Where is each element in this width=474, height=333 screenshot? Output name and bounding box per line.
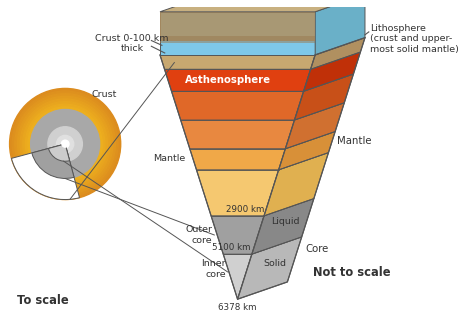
Circle shape [48, 127, 82, 161]
Polygon shape [223, 254, 252, 299]
Polygon shape [211, 216, 264, 254]
Circle shape [61, 140, 69, 148]
Text: To scale: To scale [17, 294, 69, 307]
Circle shape [15, 94, 116, 194]
Polygon shape [197, 170, 279, 216]
Circle shape [31, 110, 100, 178]
Text: Solid: Solid [263, 259, 286, 268]
Text: Asthenosphere: Asthenosphere [185, 75, 271, 85]
Text: Crust 0-100 km
thick: Crust 0-100 km thick [95, 34, 169, 53]
Polygon shape [294, 74, 354, 120]
Text: Crust: Crust [92, 90, 118, 99]
Text: 5100 km: 5100 km [211, 243, 250, 252]
Wedge shape [48, 144, 70, 161]
Circle shape [26, 104, 105, 184]
Circle shape [23, 102, 108, 186]
Polygon shape [310, 38, 365, 69]
Circle shape [12, 91, 118, 197]
Wedge shape [11, 144, 80, 199]
Text: Lithosphere
(crust and upper-
most solid mantle): Lithosphere (crust and upper- most solid… [370, 24, 459, 54]
Text: Liquid: Liquid [272, 217, 300, 226]
Circle shape [28, 107, 102, 181]
Polygon shape [315, 0, 365, 55]
Text: Core: Core [305, 244, 328, 254]
Polygon shape [190, 149, 285, 170]
Polygon shape [160, 12, 315, 41]
Polygon shape [181, 120, 294, 149]
Text: Inner
core: Inner core [201, 259, 226, 279]
Text: Not to scale: Not to scale [312, 266, 390, 279]
Circle shape [9, 89, 121, 199]
Text: 2900 km: 2900 km [226, 205, 264, 214]
Polygon shape [279, 132, 335, 170]
Circle shape [62, 141, 69, 147]
Text: 6378 km: 6378 km [219, 303, 257, 312]
Polygon shape [304, 52, 360, 91]
Circle shape [31, 110, 100, 178]
Circle shape [20, 99, 110, 189]
Polygon shape [264, 153, 328, 216]
Text: Mantle: Mantle [153, 154, 185, 163]
Polygon shape [285, 103, 344, 149]
Polygon shape [160, 12, 315, 55]
Polygon shape [160, 0, 365, 12]
Text: Outer
core: Outer core [185, 225, 212, 245]
Polygon shape [160, 55, 315, 69]
Polygon shape [237, 237, 301, 299]
Polygon shape [164, 69, 310, 91]
Polygon shape [252, 198, 314, 254]
Text: Mantle: Mantle [337, 136, 372, 146]
Circle shape [56, 136, 74, 153]
Circle shape [18, 96, 113, 192]
Polygon shape [172, 91, 304, 120]
Polygon shape [160, 36, 315, 43]
Wedge shape [32, 144, 74, 178]
